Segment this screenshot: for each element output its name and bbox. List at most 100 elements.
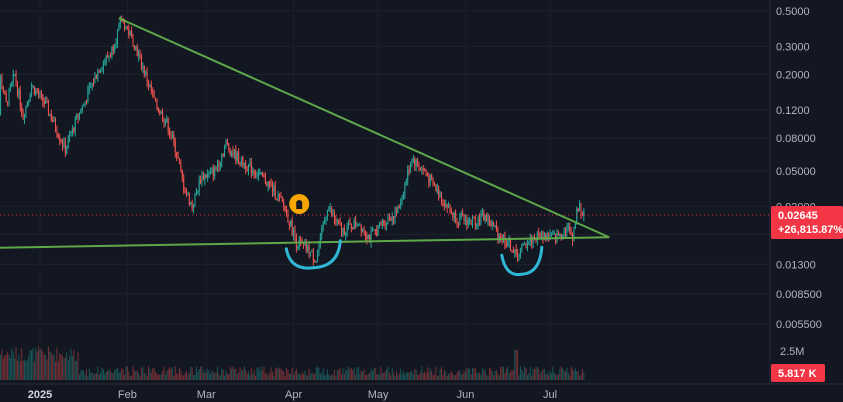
candle-body — [136, 46, 138, 57]
candle-body — [538, 232, 540, 235]
volume-bar — [188, 373, 190, 380]
volume-bar — [187, 374, 189, 380]
candle-body — [186, 192, 188, 194]
candle-body — [84, 101, 86, 104]
volume-bar — [101, 367, 103, 380]
candle-body — [197, 191, 199, 193]
volume-bar — [407, 372, 409, 380]
volume-bar — [245, 369, 247, 380]
volume-bar — [510, 371, 512, 380]
volume-bar — [122, 369, 124, 380]
volume-bar — [325, 374, 327, 380]
volume-bar — [410, 372, 412, 380]
candle-body — [483, 212, 485, 221]
volume-bar — [462, 374, 464, 380]
candle-body — [342, 227, 344, 233]
y-tick-label: 0.1200 — [776, 105, 810, 117]
volume-bar — [363, 369, 365, 380]
candle-body — [552, 233, 554, 235]
volume-bar — [577, 370, 579, 380]
volume-bar — [242, 369, 244, 380]
support-arc-june — [500, 245, 544, 277]
candle-body — [526, 244, 528, 248]
volume-bar — [147, 366, 149, 380]
candle-body — [21, 106, 23, 114]
volume-bar — [184, 372, 186, 380]
volume-bar — [262, 370, 264, 380]
candle-body — [317, 252, 319, 262]
volume-bar — [322, 368, 324, 380]
price-axis[interactable]: 0.5000 0.3000 0.2000 0.1200 0.08000 0.05000 0.… — [776, 6, 822, 358]
volume-bar — [39, 349, 41, 380]
volume-bar — [511, 369, 513, 380]
volume-bar — [28, 355, 30, 380]
candle-body — [98, 71, 100, 73]
candle-body — [336, 220, 338, 222]
candle-body — [574, 223, 576, 230]
candle-body — [81, 106, 83, 111]
candle-body — [405, 180, 407, 184]
volume-bar — [373, 368, 375, 380]
candle-body — [57, 135, 59, 138]
volume-bar — [504, 373, 506, 380]
candle-body — [371, 230, 373, 232]
volume-bar — [173, 375, 175, 380]
volume-bar — [500, 366, 502, 380]
candle-body — [114, 46, 116, 51]
candle-body — [101, 68, 103, 71]
candle-body — [367, 235, 369, 240]
candle-body — [491, 222, 493, 226]
volume-bar — [541, 371, 543, 380]
volume-bar — [19, 361, 21, 380]
y-tick-label: 0.005500 — [776, 319, 822, 331]
volume-bar — [95, 373, 97, 380]
candle-body — [439, 195, 441, 198]
candle-body — [503, 236, 505, 240]
time-axis[interactable]: 2025 Feb Mar Apr May Jun Jul — [28, 389, 557, 401]
candle-body — [66, 147, 68, 154]
volume-bar — [573, 370, 575, 380]
candle-body — [9, 85, 11, 90]
volume-bar — [49, 351, 51, 380]
volume-bar — [29, 349, 31, 380]
volume-bar — [126, 366, 128, 380]
volume-bar — [415, 369, 417, 380]
candle-body — [74, 118, 76, 132]
candle-body — [518, 255, 520, 260]
volume-bar — [53, 354, 55, 380]
volume-bar — [162, 370, 164, 380]
volume-bar — [338, 369, 340, 380]
volume-bar — [138, 372, 140, 380]
candle-body — [325, 216, 327, 220]
volume-bar — [359, 374, 361, 380]
candle-body — [209, 169, 211, 172]
volume-bar — [9, 358, 11, 380]
volume-bar — [553, 372, 555, 380]
volume-bar — [343, 373, 345, 380]
candle-body — [577, 208, 579, 211]
candle-body — [143, 66, 145, 75]
candle-body — [567, 226, 569, 228]
candle-body — [312, 250, 314, 261]
candle-body — [39, 92, 41, 96]
candle-body — [383, 221, 385, 224]
candle-body — [102, 62, 104, 69]
volume-bar — [487, 375, 489, 380]
candle-body — [408, 170, 410, 173]
candle-body — [479, 217, 481, 223]
candle-body — [517, 253, 519, 260]
volume-bar — [35, 347, 37, 380]
volume-bar — [539, 374, 541, 380]
volume-bar — [157, 374, 159, 380]
volume-bar — [26, 359, 28, 380]
candle-body — [129, 31, 131, 36]
candle-body — [104, 62, 106, 64]
volume-bar — [133, 370, 135, 380]
volume-bar — [439, 368, 441, 380]
candle-body — [391, 216, 393, 221]
candlestick-series — [0, 15, 585, 266]
volume-bar — [52, 355, 54, 380]
candle-body — [463, 214, 465, 221]
